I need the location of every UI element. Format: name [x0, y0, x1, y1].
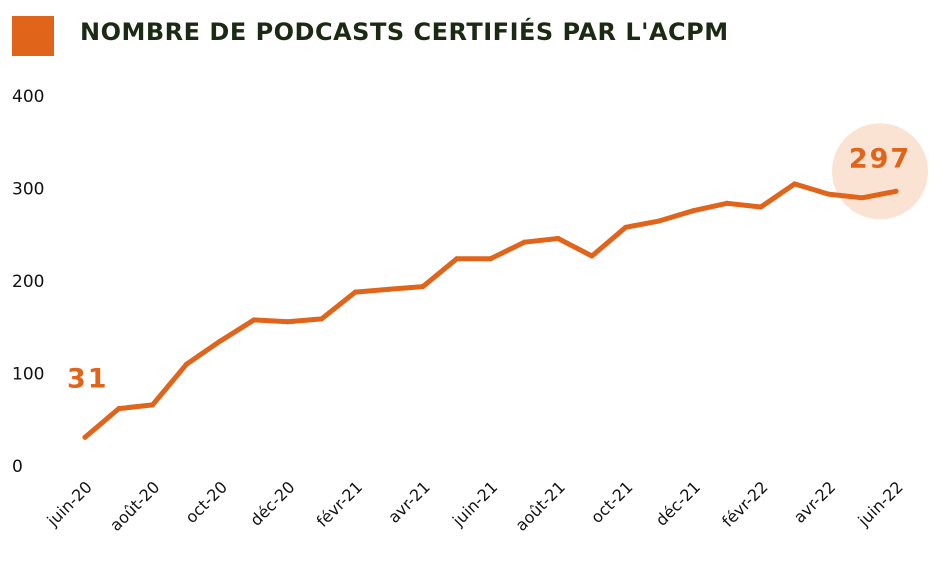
data-point: [319, 316, 325, 322]
x-tick-label: juin-21: [448, 477, 501, 530]
x-tick-label: juin-20: [43, 477, 96, 530]
data-point: [386, 286, 392, 292]
y-tick-label: 0: [12, 457, 23, 477]
data-point: [251, 317, 257, 323]
y-tick-label: 400: [12, 87, 44, 107]
x-tick-label: déc-20: [246, 477, 298, 529]
series-line: [82, 181, 899, 440]
title-accent-square: [12, 16, 54, 56]
data-point: [724, 200, 730, 206]
x-axis-ticks: juin-20 août-20 oct-20 déc-20 févr-21 avr-21 j…: [43, 477, 907, 534]
y-tick-label: 100: [12, 365, 44, 385]
x-tick-label: févr-22: [718, 477, 771, 530]
x-tick-label: juin-22: [854, 477, 907, 530]
data-point: [352, 289, 358, 295]
data-point: [183, 361, 189, 367]
data-point: [825, 191, 831, 197]
x-tick-label: déc-21: [652, 477, 704, 529]
data-point: [589, 253, 595, 259]
x-tick-label: août-21: [512, 477, 569, 534]
data-point: [150, 402, 156, 408]
data-point: [116, 406, 122, 412]
data-point: [623, 224, 629, 230]
y-tick-label: 300: [12, 180, 44, 200]
data-point: [656, 218, 662, 224]
x-tick-label: févr-21: [313, 477, 366, 530]
data-point: [217, 338, 223, 344]
data-point: [420, 284, 426, 290]
data-point: [285, 319, 291, 325]
data-point: [792, 181, 798, 187]
x-tick-label: oct-21: [587, 477, 636, 526]
data-point: [555, 235, 561, 241]
data-point: [521, 239, 527, 245]
data-label-layer: 31 297: [67, 143, 911, 394]
data-point: [454, 256, 460, 262]
x-tick-label: août-20: [106, 477, 163, 534]
chart-title: NOMBRE DE PODCASTS CERTIFIÉS PAR L'ACPM: [80, 18, 729, 46]
data-point: [488, 256, 493, 262]
x-tick-label: avr-21: [384, 477, 433, 526]
data-point: [859, 195, 865, 201]
first-value-label: 31: [67, 363, 109, 394]
x-tick-label: oct-20: [181, 477, 230, 526]
data-point: [690, 208, 696, 214]
y-tick-label: 200: [12, 272, 44, 292]
last-value-label: 297: [849, 143, 911, 174]
series-layer: [82, 181, 899, 440]
x-tick-label: avr-22: [790, 477, 839, 526]
data-point: [82, 434, 88, 440]
y-axis-ticks: 0 100 200 300 400: [12, 87, 44, 477]
data-point: [758, 204, 764, 210]
data-point: [893, 188, 899, 194]
